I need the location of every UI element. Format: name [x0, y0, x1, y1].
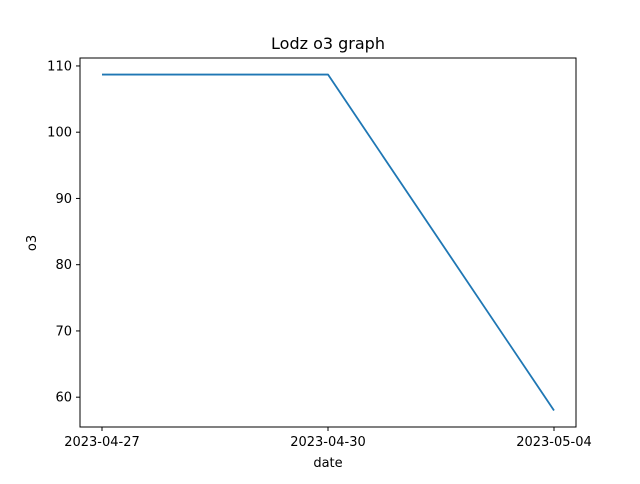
x-tick-label: 2023-04-27: [64, 435, 140, 450]
x-axis-label: date: [313, 456, 342, 471]
y-tick-label: 80: [55, 258, 72, 273]
y-tick-label: 60: [55, 391, 72, 406]
x-tick-label: 2023-05-04: [516, 435, 592, 450]
series-line-1: [102, 73, 555, 411]
y-axis-label: o3: [25, 235, 40, 251]
y-tick-label: 100: [47, 126, 72, 141]
x-tick-label: 2023-04-30: [290, 435, 366, 450]
y-tick-label: 70: [55, 324, 72, 339]
y-tick-label: 110: [47, 59, 72, 74]
plot-frame: [79, 57, 577, 428]
plot-area: 60 70 80 90 100 110 2023-04-27 2023-04-30 2023-0…: [47, 57, 592, 450]
y-tick-label: 90: [55, 192, 72, 207]
chart-title: Lodz o3 graph: [271, 34, 385, 53]
